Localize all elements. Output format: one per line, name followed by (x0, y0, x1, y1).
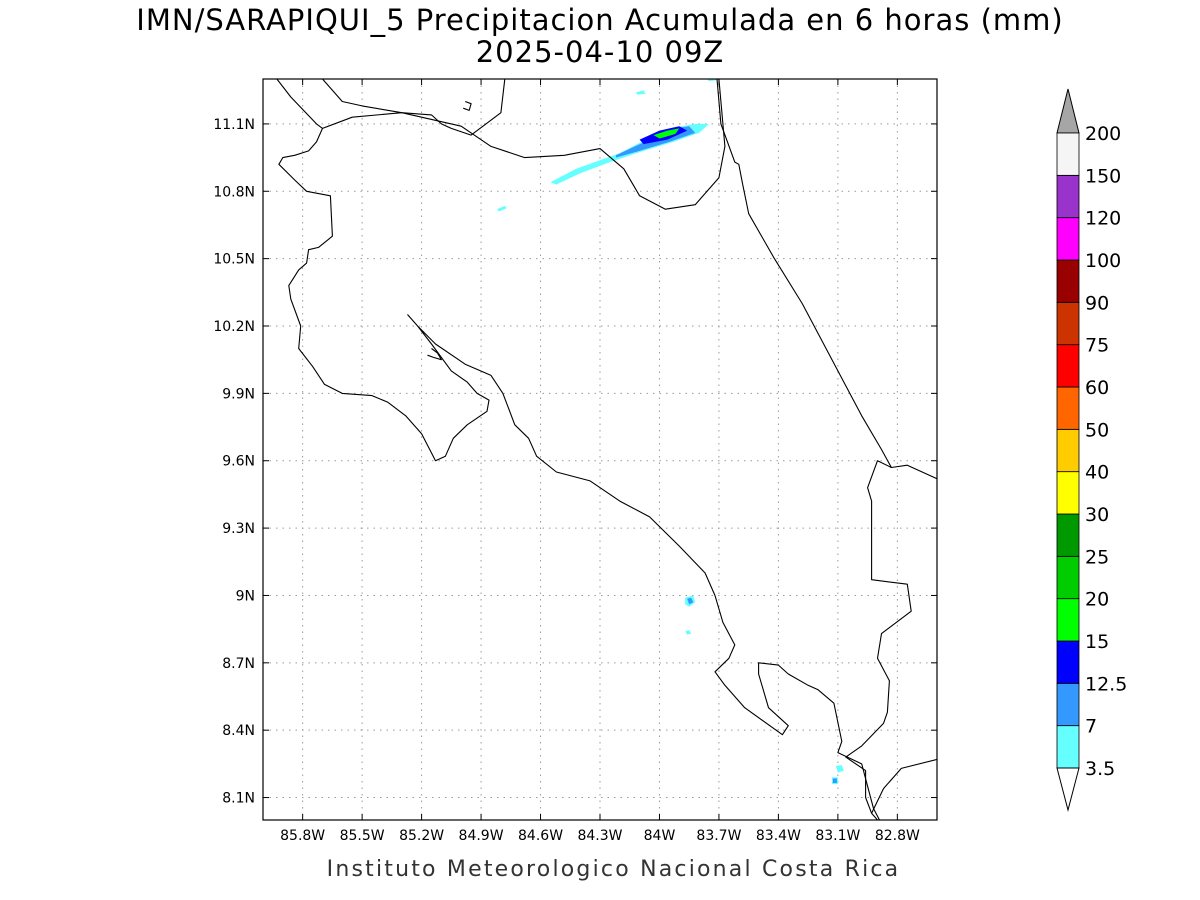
colorbar-swatch (1056, 132, 1080, 176)
colorbar: 3.5 7 12.5 15 20 25 30 40 50 60 75 90 100 120 150 200 (1056, 88, 1127, 812)
colorbar-label: 25 (1085, 546, 1109, 568)
lon-tick-label: 84.6W (518, 828, 563, 844)
lon-tick-label: 82.8W (875, 828, 920, 844)
lon-tick-label: 85.8W (280, 828, 325, 844)
san-juan-channel (716, 79, 744, 185)
colorbar-label: 200 (1085, 123, 1121, 145)
colorbar-label: 100 (1085, 250, 1121, 272)
caribbean-coast (742, 184, 937, 480)
nicaragua-lake-shore (322, 79, 506, 136)
lon-tick-label: 85.2W (399, 828, 444, 844)
colorbar-swatch (1056, 217, 1080, 261)
colorbar-label: 90 (1085, 292, 1109, 314)
colorbar-over-triangle (1056, 88, 1080, 134)
colorbar-label: 12.5 (1085, 673, 1127, 695)
colorbar-swatch (1056, 259, 1080, 303)
precip-spot-southeast-1 (835, 765, 844, 773)
colorbar-label: 30 (1085, 504, 1109, 526)
costa-rica-outline (276, 79, 880, 820)
lat-tick-label: 9N (236, 588, 255, 604)
colorbar-label: 15 (1085, 631, 1109, 653)
colorbar-swatch (1056, 386, 1080, 430)
colorbar-swatch (1056, 682, 1080, 727)
lon-tick-label: 83.1W (815, 828, 860, 844)
colorbar-under-triangle (1056, 767, 1080, 812)
precip-spot-south-2 (685, 630, 692, 635)
lat-tick-label: 11.1N (213, 117, 255, 133)
footer-credit: Instituto Meteorologico Nacional Costa R… (326, 857, 901, 882)
costa-rica-north-border (322, 79, 726, 210)
coastline-layer (276, 79, 937, 820)
lat-tick-label: 9.9N (222, 386, 255, 402)
lat-tick-label: 9.3N (222, 521, 255, 537)
island-lake (463, 100, 472, 111)
colorbar-label: 75 (1085, 335, 1109, 357)
precipitation-layer (496, 79, 844, 785)
lon-tick-label: 84.9W (459, 828, 504, 844)
colorbar-swatch (1056, 513, 1080, 557)
panama-border (845, 460, 912, 820)
colorbar-label: 60 (1085, 377, 1109, 399)
colorbar-swatch (1056, 555, 1080, 600)
lat-tick-label: 10.5N (213, 252, 255, 268)
grid-lines (263, 79, 937, 820)
colorbar-swatch (1056, 344, 1080, 388)
island-nicoya (427, 348, 442, 361)
map-datetime: 2025-04-10 09Z (475, 35, 725, 69)
lat-tick-label: 8.7N (222, 656, 255, 672)
precip-spot-south-1-core (687, 597, 694, 605)
lat-tick-label: 10.2N (213, 319, 255, 335)
precip-spot-west (496, 205, 507, 212)
colorbar-swatch (1056, 598, 1080, 642)
colorbar-label: 20 (1085, 589, 1109, 611)
map-title: IMN/SARAPIQUI_5 Precipitacion Acumulada … (136, 3, 1064, 37)
colorbar-swatch (1056, 428, 1080, 473)
precip-spot-north-1 (635, 90, 646, 95)
axis-ticks: 85.8W 85.5W 85.2W 84.9W 84.6W 84.3W 84W 83.7W 83… (213, 79, 937, 844)
precip-main-band-core-green (653, 128, 680, 139)
lon-tick-label: 84W (644, 828, 676, 844)
lon-tick-label: 84.3W (577, 828, 622, 844)
lat-tick-label: 9.6N (222, 454, 255, 470)
colorbar-swatch (1056, 725, 1080, 769)
lat-tick-label: 10.8N (213, 184, 255, 200)
lon-tick-label: 83.7W (696, 828, 741, 844)
colorbar-label: 150 (1085, 165, 1121, 187)
colorbar-label: 7 (1085, 716, 1097, 738)
lon-tick-label: 83.4W (756, 828, 801, 844)
colorbar-swatch (1056, 471, 1080, 515)
precip-spot-southeast-2-core (832, 778, 837, 783)
lat-tick-label: 8.4N (222, 723, 255, 739)
colorbar-label: 3.5 (1085, 758, 1115, 780)
panama-pacific-coast (871, 758, 937, 814)
colorbar-label: 40 (1085, 462, 1109, 484)
lon-tick-label: 85.5W (340, 828, 385, 844)
colorbar-swatch (1056, 301, 1080, 346)
colorbar-swatch (1056, 640, 1080, 684)
colorbar-label: 50 (1085, 419, 1109, 441)
colorbar-swatch (1056, 174, 1080, 219)
colorbar-label: 120 (1085, 208, 1121, 230)
lat-tick-label: 8.1N (222, 791, 255, 807)
